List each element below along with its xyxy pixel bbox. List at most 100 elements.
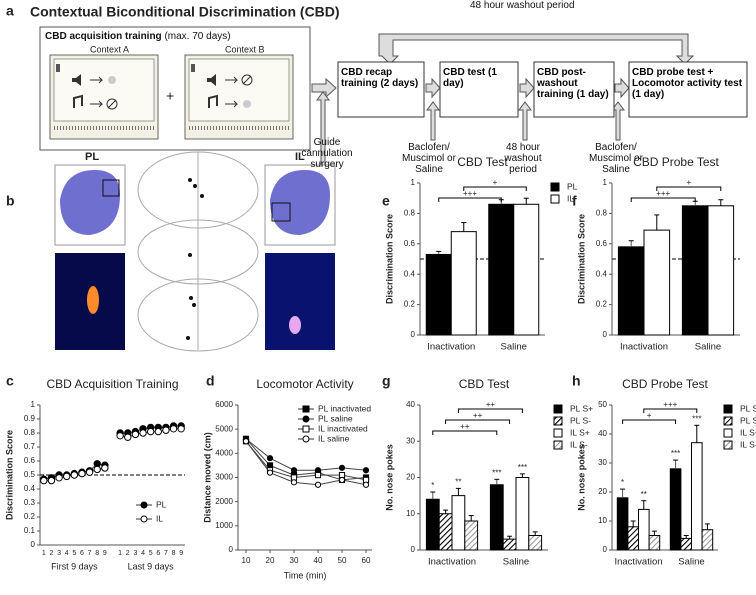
marker: [290, 467, 298, 474]
bar: [425, 498, 440, 551]
step-label: CBD post-washout training (1 day): [537, 67, 609, 100]
y-tick-label: 0.5: [24, 470, 36, 479]
plus-sign: +: [166, 88, 174, 104]
legend-swatch: [723, 404, 733, 414]
x-tick-label: 5: [149, 550, 153, 557]
x-tick-label: 2: [126, 550, 130, 557]
significance-label: ++: [460, 422, 470, 431]
y-tick-label: 1000: [215, 521, 233, 530]
x-tick-label: 7: [164, 550, 168, 557]
x-tick-label: 20: [266, 556, 275, 565]
figure-title: Contextual Biconditional Discrimination …: [30, 4, 340, 20]
infusion-site: [289, 316, 301, 334]
step-label: CBD probe test + Locomotor activity test…: [632, 67, 743, 100]
panel-label: c: [6, 373, 14, 389]
x-tick-label: 4: [65, 550, 69, 557]
x-tick-label: 50: [338, 556, 347, 565]
flow-arrow: [311, 33, 695, 171]
context-box: [49, 54, 159, 140]
y-tick-label: 0.9: [24, 414, 36, 423]
bar: [488, 203, 515, 336]
y-tick-label: 0.1: [24, 526, 36, 535]
y-tick-label: 40: [406, 400, 415, 409]
significance-label: ++: [486, 400, 496, 409]
significance-label: ++: [473, 411, 483, 420]
marker: [116, 432, 124, 440]
panel-label: e: [382, 193, 390, 209]
y-tick-label: 0.8: [596, 209, 608, 218]
x-tick-label: 1: [118, 550, 122, 557]
significance-bracket: [438, 197, 502, 202]
legend-label: IL saline: [318, 433, 350, 443]
y-axis-label: No. nose pokes: [576, 444, 586, 511]
significance-label: **: [641, 490, 647, 499]
marker: [146, 427, 155, 436]
legend-label: IL S-: [740, 439, 756, 449]
legend-label: PL S+: [570, 403, 593, 413]
x-tick-label: 6: [80, 550, 84, 557]
x-tick-label: Inactivation: [427, 342, 475, 353]
significance-label: *: [621, 478, 624, 487]
significance-label: +++: [663, 400, 677, 409]
y-tick-label: 0: [603, 545, 608, 554]
bar: [681, 205, 709, 336]
y-tick-label: 0.8: [404, 209, 416, 218]
marker: [177, 425, 185, 433]
panel-label: d: [206, 373, 215, 389]
legend-label: IL S-: [570, 439, 588, 449]
significance-bracket: [656, 186, 722, 191]
x-tick-label: Saline: [678, 557, 704, 568]
series-line: [245, 440, 367, 486]
legend-label: PL S+: [740, 403, 756, 413]
legend-label: IL S+: [740, 427, 756, 437]
y-tick-label: 5000: [215, 424, 233, 433]
legend-label: IL S+: [570, 427, 590, 437]
marker: [302, 405, 310, 413]
legend-label: PL inactivated: [318, 403, 371, 413]
significance-bracket: [445, 419, 511, 424]
context-box: [184, 54, 294, 140]
legend-swatch: [550, 194, 560, 204]
marker: [338, 476, 346, 484]
significance-label: ***: [518, 463, 527, 472]
bar: [515, 477, 530, 551]
step-label: CBD test (1 day): [443, 67, 497, 89]
y-axis-label: Discrimination Score: [4, 430, 14, 520]
x-group-label: Last 9 days: [128, 561, 175, 571]
bar: [627, 526, 640, 551]
y-tick-label: 0: [229, 545, 234, 554]
y-axis-label: Distance moved (cm): [202, 432, 212, 523]
marker: [362, 467, 370, 474]
x-tick-label: 8: [172, 550, 176, 557]
y-tick-label: 0.8: [24, 428, 36, 437]
x-tick-label: Saline: [501, 342, 527, 353]
y-axis-label: No. nose pokes: [384, 444, 394, 511]
y-tick-label: 2000: [215, 497, 233, 506]
legend-label: PL S-: [570, 415, 591, 425]
significance-bracket: [432, 430, 498, 435]
bottom-label: Baclofen/ Muscimol or Saline: [402, 142, 456, 175]
chart-title: CBD Acquisition Training: [46, 377, 178, 391]
bar: [669, 468, 682, 551]
significance-bracket: [643, 408, 698, 413]
marker: [101, 464, 109, 472]
y-axis-label: Discrimination Score: [384, 214, 394, 304]
y-tick-label: 0.6: [596, 239, 608, 248]
bar: [691, 442, 703, 551]
legend-label: IL: [156, 513, 163, 523]
marker: [302, 435, 310, 443]
x-tick-label: 3: [133, 550, 137, 557]
zoom-box: [271, 202, 291, 222]
y-tick-label: 0.6: [404, 239, 416, 248]
y-tick-label: 0: [411, 330, 416, 339]
significance-label: ***: [492, 468, 501, 477]
y-tick-label: 10: [406, 509, 415, 518]
significance-bracket: [622, 419, 677, 424]
series-line: [245, 438, 367, 481]
x-tick-label: Saline: [503, 557, 529, 568]
y-tick-label: 0.2: [404, 300, 416, 309]
significance-bracket: [463, 186, 527, 191]
bottom-label: Guide cannulation surgery: [301, 137, 353, 170]
legend-swatch: [723, 416, 733, 426]
marker: [93, 465, 101, 474]
